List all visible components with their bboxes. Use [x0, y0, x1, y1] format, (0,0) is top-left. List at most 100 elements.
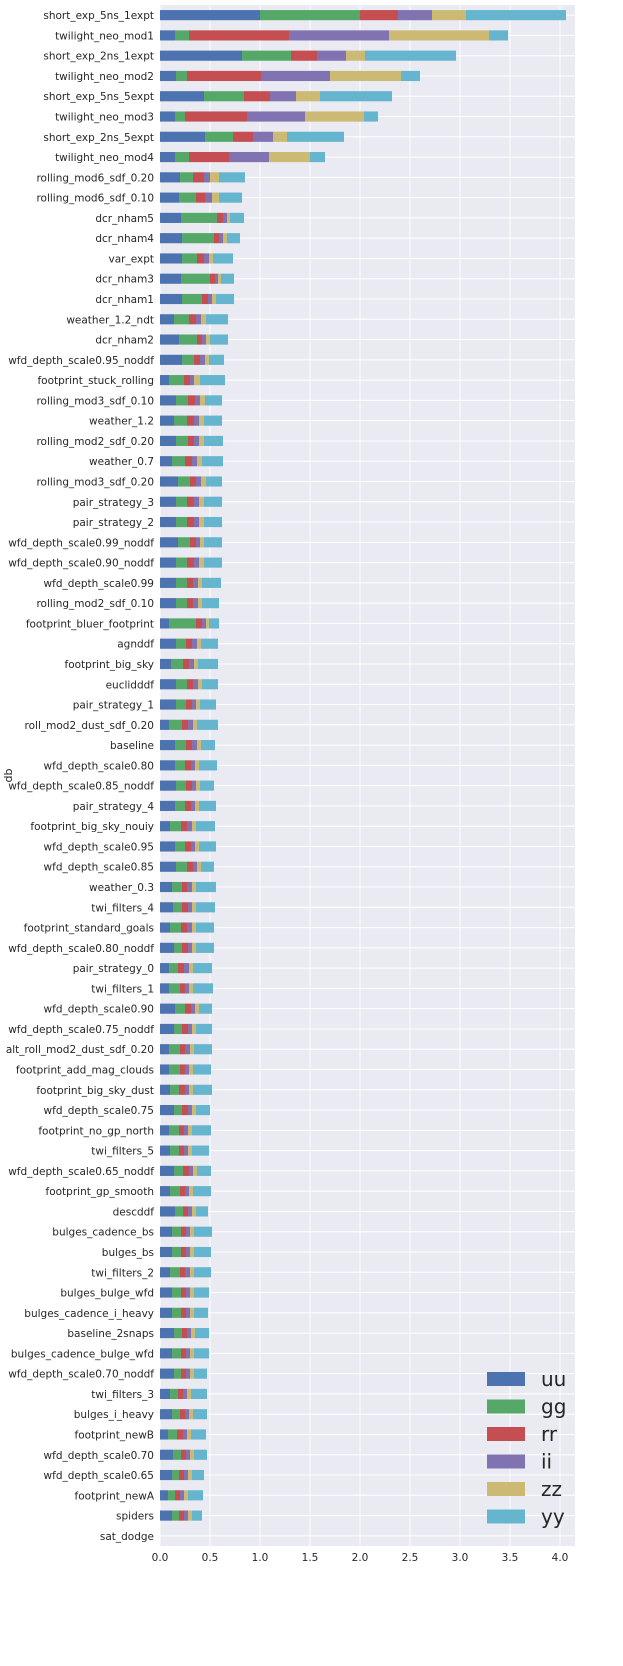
bar-segment-zz: [195, 1003, 199, 1014]
bar-segment-ii: [261, 70, 330, 82]
bar-segment-rr: [185, 841, 191, 852]
bar-segment-rr: [187, 516, 194, 528]
bar-segment-uu: [160, 861, 176, 872]
x-tick-label: 0.0: [152, 1552, 169, 1564]
bar-segment-gg: [172, 1510, 179, 1521]
bar-segment-rr: [187, 679, 193, 690]
bar-segment-ii: [204, 172, 210, 183]
bar-segment-yy: [205, 395, 222, 406]
bar-segment-uu: [160, 354, 182, 365]
category-label: wfd_depth_scale0.65_noddf: [8, 1166, 154, 1178]
bar-segment-zz: [330, 70, 401, 82]
x-tick-label: 2.5: [402, 1552, 419, 1564]
bar-segment-zz: [199, 516, 204, 528]
bar-segment-yy: [192, 1125, 211, 1136]
bar-segment-gg: [205, 131, 233, 142]
bar-segment-yy: [401, 70, 420, 82]
category-label: rolling_mod6_sdf_0.10: [36, 193, 154, 205]
category-label: bulges_bulge_wfd: [60, 1288, 154, 1300]
bar-segment-rr: [179, 1125, 184, 1136]
bar-segment-ii: [185, 1064, 189, 1075]
bar-segment-ii: [192, 699, 196, 710]
bar-segment-uu: [160, 1246, 172, 1258]
category-label: alt_roll_mod2_dust_sdf_0.20: [6, 1044, 154, 1056]
x-tick-labels: 0.0 0.5 1.0 1.5 2.0 2.5 3.0 3.5 4.0: [152, 1552, 569, 1564]
bar-segment-zz: [188, 1469, 192, 1481]
bar-segment-ii: [191, 760, 195, 771]
bar-segment-uu: [160, 1044, 169, 1055]
bars: [160, 10, 566, 1521]
bar-segment-yy: [200, 375, 225, 386]
bar-segment-yy: [195, 1328, 209, 1339]
category-label: var_expt: [109, 253, 155, 265]
bar-segment-zz: [194, 658, 198, 670]
bar-segment-uu: [160, 1328, 174, 1339]
bar-segment-ii: [196, 314, 201, 325]
bar-segment-yy: [201, 861, 214, 872]
bar-segment-gg: [176, 577, 187, 588]
bar-segment-uu: [160, 638, 176, 649]
bar-segment-ii: [189, 1165, 193, 1176]
bar-segment-gg: [176, 395, 188, 406]
category-label: twi_filters_4: [91, 902, 154, 914]
bar-segment-uu: [160, 821, 170, 832]
category-label: baseline: [110, 740, 154, 752]
bar-segment-yy: [197, 1165, 211, 1176]
bar-segment-gg: [170, 1388, 178, 1399]
bar-segment-yy: [199, 841, 216, 852]
bar-segment-ii: [191, 1003, 195, 1014]
bar-segment-ii: [186, 1226, 190, 1237]
bar-segment-uu: [160, 476, 178, 487]
category-label: twi_filters_3: [91, 1389, 154, 1401]
category-label: pair_strategy_1: [73, 700, 154, 712]
bar-segment-rr: [187, 496, 194, 507]
bar-segment-rr: [177, 1429, 183, 1440]
bar-segment-ii: [194, 435, 199, 447]
category-label: bulges_cadence_i_heavy: [24, 1308, 154, 1320]
category-label: twi_filters_5: [91, 1146, 154, 1158]
y-axis-label: db: [2, 769, 15, 783]
bar-segment-uu: [160, 1307, 172, 1318]
bar-segment-gg: [172, 1409, 180, 1420]
bar-segment-zz: [190, 1287, 194, 1298]
bar-segment-yy: [193, 1084, 212, 1095]
bar-segment-ii: [188, 942, 192, 953]
category-label: pair_strategy_3: [73, 497, 154, 509]
category-label: weather_0.7: [89, 456, 154, 468]
category-label: pair_strategy_0: [73, 963, 154, 975]
bar-segment-yy: [221, 273, 234, 284]
legend-label-uu: uu: [541, 1367, 566, 1391]
bar-segment-ii: [183, 1429, 187, 1440]
category-label: footprint_standard_goals: [24, 923, 154, 935]
bar-segment-zz: [199, 496, 204, 507]
bar-segment-rr: [181, 1449, 186, 1460]
category-label: bulges_cadence_bs: [52, 1227, 154, 1239]
bar-segment-rr: [186, 740, 192, 751]
bar-segment-gg: [179, 192, 196, 203]
bar-segment-rr: [185, 456, 192, 467]
category-label: rolling_mod6_sdf_0.20: [36, 172, 154, 184]
category-label: short_exp_5ns_1expt: [43, 10, 154, 22]
bar-segment-gg: [173, 1449, 181, 1460]
bar-segment-uu: [160, 902, 173, 913]
bar-segment-yy: [204, 496, 222, 507]
bar-segment-ii: [191, 800, 195, 811]
bar-segment-ii: [193, 861, 197, 872]
bar-segment-zz: [389, 30, 489, 41]
bar-segment-yy: [194, 1226, 212, 1237]
category-label: footprint_stuck_rolling: [37, 375, 154, 387]
bar-segment-uu: [160, 1165, 174, 1176]
bar-segment-uu: [160, 1003, 175, 1014]
bar-segment-rr: [182, 719, 188, 730]
bar-segment-ii: [193, 577, 198, 588]
bar-segment-ii: [185, 1267, 190, 1278]
bar-segment-gg: [169, 983, 180, 994]
bar-segment-gg: [242, 50, 291, 61]
bar-segment-gg: [168, 1490, 175, 1501]
bar-segment-uu: [160, 334, 179, 345]
bar-segment-zz: [193, 1165, 197, 1176]
bar-segment-zz: [218, 273, 221, 284]
bar-segment-zz: [195, 760, 199, 771]
category-label: twi_filters_1: [91, 983, 154, 995]
bar-segment-gg: [182, 253, 197, 264]
